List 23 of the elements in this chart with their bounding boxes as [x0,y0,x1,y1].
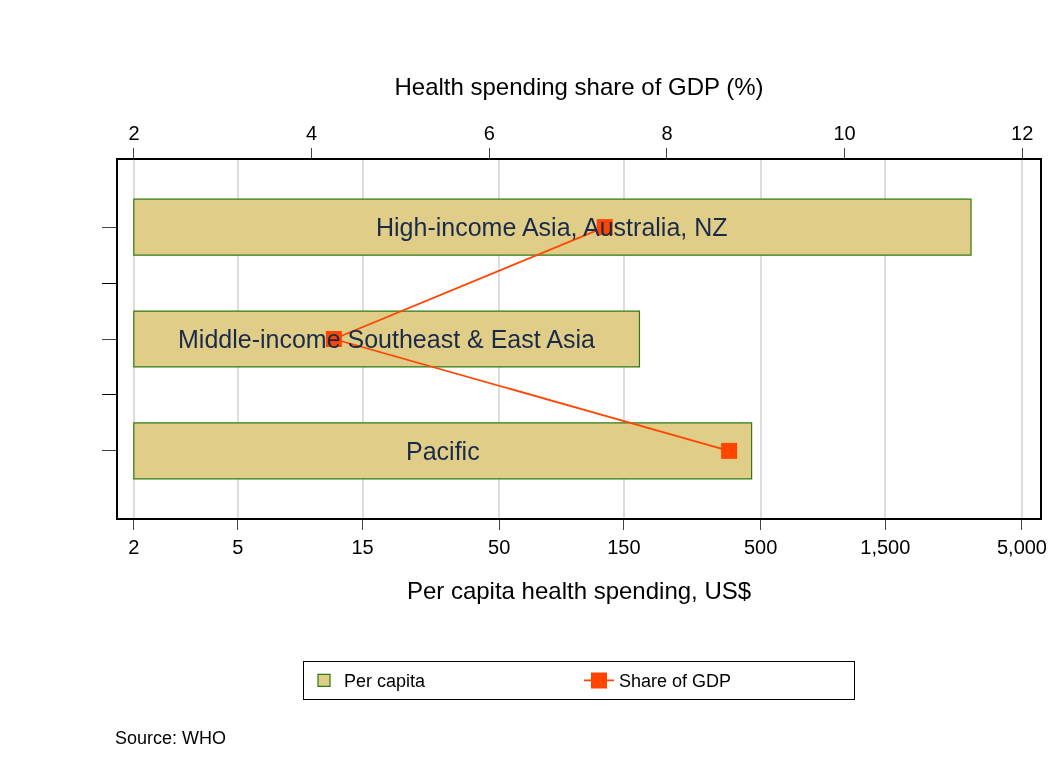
x-tick-label: 15 [351,535,374,558]
x-axis-title: Per capita health spending, US$ [406,576,752,604]
legend-label: Share of GDP [619,671,732,692]
bar [133,198,972,256]
x-tick-label: 500 [743,535,778,558]
x-tick-label: 1,500 [860,535,911,558]
source-note: Source: WHO [115,728,227,748]
x2-tick-label: 4 [306,122,318,145]
legend-label: Per capita [344,671,427,692]
x2-tick-label: 8 [661,122,673,145]
x-tick-label: 5,000 [996,535,1048,558]
x2-tick-label: 2 [128,122,140,145]
y-tick-label: Pacific [406,437,480,465]
x-tick-label: 5 [232,535,244,558]
x2-tick-label: 6 [483,122,495,145]
bar [133,422,753,480]
bar [133,310,641,368]
x2-axis-title: Health spending share of GDP (%) [394,72,764,100]
x2-tick-label: 10 [833,122,856,145]
x-tick-label: 150 [607,535,641,558]
x2-tick-label: 12 [1011,122,1034,145]
x-tick-label: 2 [128,535,140,558]
x-tick-label: 50 [488,535,511,558]
